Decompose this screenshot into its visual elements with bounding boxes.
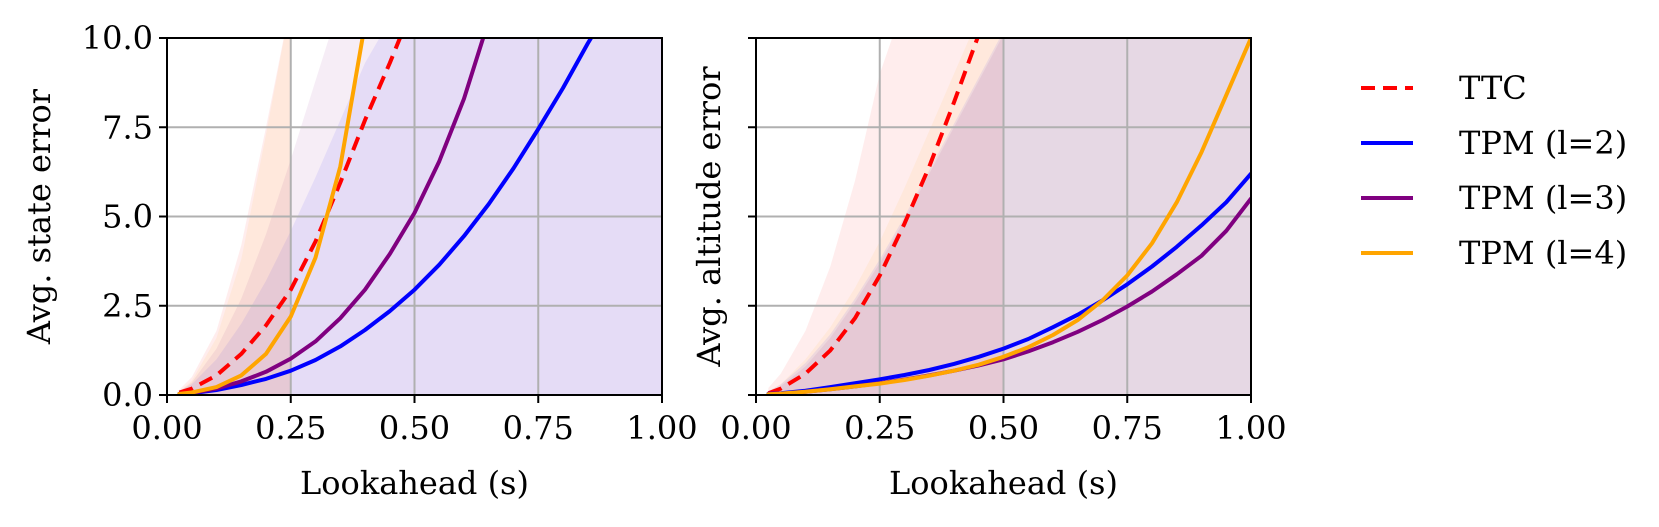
- series-line-tpm-l-2: [766, 171, 1251, 395]
- legend-entry-tpm-l4: TPM (l=4): [1361, 234, 1627, 272]
- y-tick-label: 7.5: [102, 108, 153, 146]
- band-tpm-l-4: [179, 38, 291, 395]
- legend-entry-tpm-l3: TPM (l=3): [1361, 179, 1627, 217]
- y-tick-label: 10.0: [82, 19, 153, 57]
- x-tick-label: 0.50: [379, 409, 450, 447]
- x-tick-label: 0.75: [1092, 409, 1163, 447]
- series-line-tpm-l-3: [177, 38, 486, 395]
- tick-marks: 0.00 0.25 0.50 0.75 1.00: [720, 37, 1287, 447]
- panel-altitude-error: 0.00 0.25 0.50 0.75 1.00 Lookahead (s) Avg. …: [690, 37, 1287, 502]
- x-tick-label: 1.00: [626, 409, 697, 447]
- series-line-tpm-l-4: [766, 38, 1251, 395]
- panel-state-error: 0.00 0.25 0.50 0.75 1.00 0.0 2.5 5.0 7.5 10.0 Loo…: [20, 19, 698, 502]
- y-tick-label: 2.5: [102, 287, 153, 325]
- legend-entry-tpm-l2: TPM (l=2): [1361, 124, 1627, 162]
- x-axis-label: Lookahead (s): [889, 464, 1118, 502]
- y-tick-label: 0.0: [102, 376, 153, 414]
- legend-label: TPM (l=2): [1459, 124, 1627, 162]
- legend-entry-ttc: TTC: [1361, 69, 1527, 107]
- series-lines: [766, 38, 1251, 395]
- legend-label: TTC: [1459, 69, 1527, 107]
- legend: TTC TPM (l=2) TPM (l=3) TPM (l=4): [1361, 69, 1627, 272]
- series-lines: [177, 38, 594, 395]
- y-axis-label: Avg. altitude error: [690, 66, 728, 368]
- y-axis-label: Avg. state error: [20, 88, 58, 345]
- x-tick-label: 0.75: [503, 409, 574, 447]
- x-tick-label: 0.50: [968, 409, 1039, 447]
- legend-label: TPM (l=3): [1459, 179, 1627, 217]
- x-tick-label: 0.25: [844, 409, 915, 447]
- series-line-tpm-l-2: [177, 38, 594, 395]
- series-line-ttc: [767, 38, 980, 395]
- x-axis-label: Lookahead (s): [300, 464, 529, 502]
- series-line-tpm-l-4: [177, 38, 365, 395]
- y-tick-label: 5.0: [102, 198, 153, 236]
- series-line-ttc: [178, 38, 403, 395]
- tick-marks: 0.00 0.25 0.50 0.75 1.00 0.0 2.5 5.0 7.5 10.0: [82, 19, 698, 447]
- x-tick-label: 0.25: [255, 409, 326, 447]
- x-tick-label: 0.00: [131, 409, 202, 447]
- legend-label: TPM (l=4): [1459, 234, 1627, 272]
- x-tick-label: 1.00: [1215, 409, 1286, 447]
- x-tick-label: 0.00: [720, 409, 791, 447]
